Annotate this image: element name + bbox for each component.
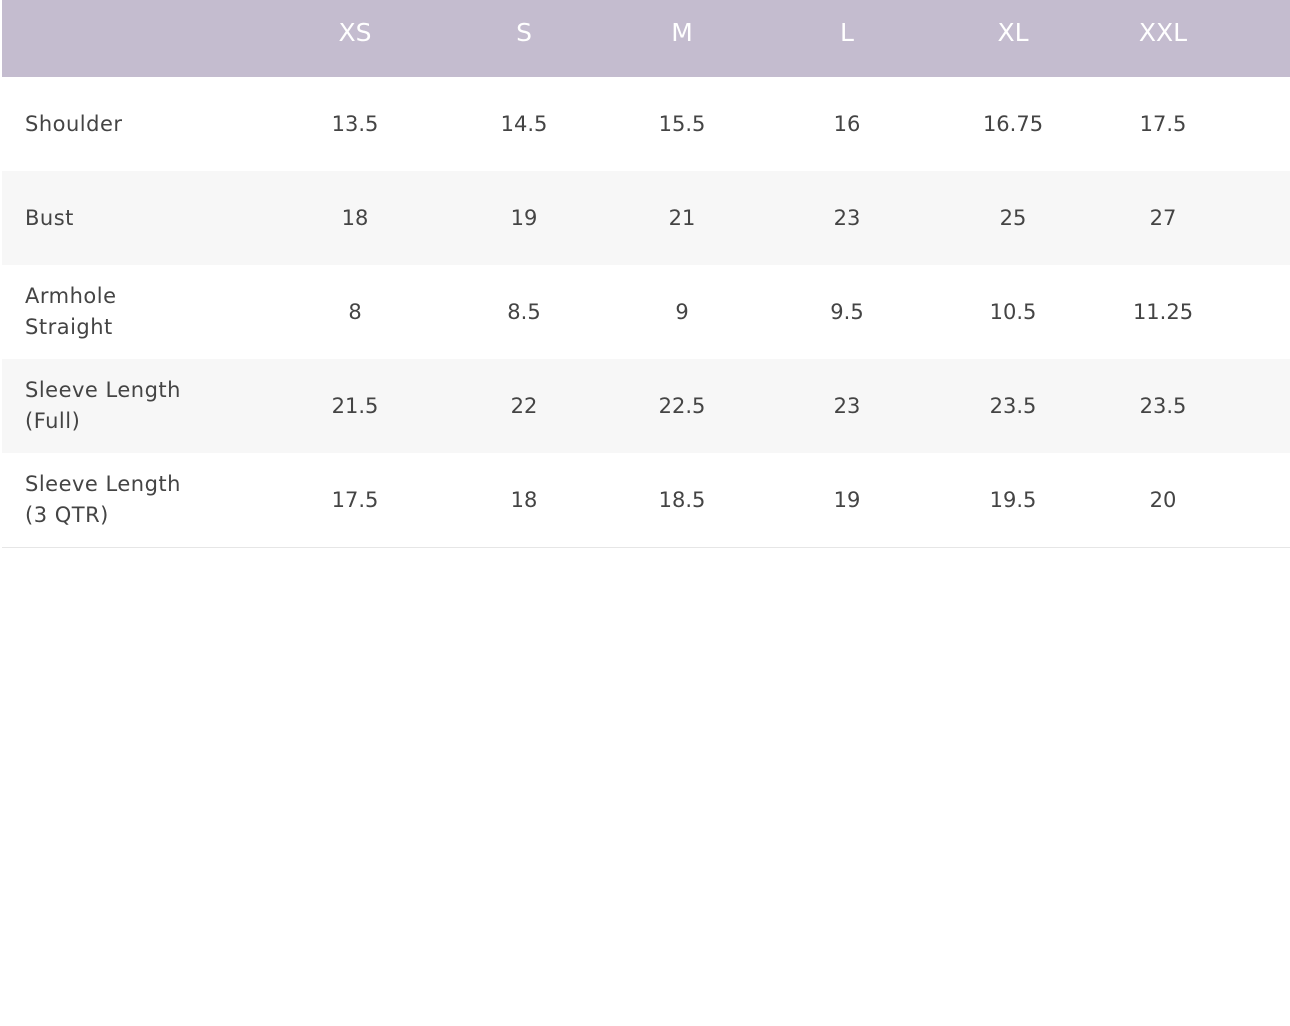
measurement: 13.5 xyxy=(331,112,379,136)
measurement: 21 xyxy=(668,206,696,230)
measurement: 15.5 xyxy=(658,112,706,136)
column-header: XXL xyxy=(1138,18,1188,47)
table-header: XS S M L XL XXL xyxy=(2,0,1290,77)
measurement: 11.25 xyxy=(1132,300,1194,324)
size-chart: XS S M L XL XXL Shoulder 13.5 14.5 15.5 16 16.75 17… xyxy=(2,0,1290,548)
measurement: 8 xyxy=(348,300,362,324)
measurement: 25 xyxy=(999,206,1027,230)
measurement: 19.5 xyxy=(989,488,1037,512)
table-row: Sleeve Length (Full) 21.5 22 22.5 23 23.5 23.5 xyxy=(2,359,1290,453)
measurement: 20 xyxy=(1149,488,1177,512)
measurement: 14.5 xyxy=(500,112,548,136)
column-header: M xyxy=(671,18,693,47)
measurement: 9 xyxy=(675,300,689,324)
measurement: 19 xyxy=(510,206,538,230)
measurement: 21.5 xyxy=(331,394,379,418)
row-label: Shoulder xyxy=(25,111,123,136)
measurement: 17.5 xyxy=(1139,112,1187,136)
column-header: S xyxy=(516,18,532,47)
row-label: Sleeve Length (3 QTR) xyxy=(25,472,181,527)
measurement: 18 xyxy=(510,488,538,512)
measurement: 23.5 xyxy=(989,394,1037,418)
table-row: Armhole Straight 8 8.5 9 9.5 10.5 11.25 xyxy=(2,265,1290,359)
column-header: XL xyxy=(997,18,1029,47)
row-label: Bust xyxy=(25,205,74,230)
measurement: 23 xyxy=(833,394,861,418)
measurement: 23.5 xyxy=(1139,394,1187,418)
measurement: 18.5 xyxy=(658,488,706,512)
table-row: Sleeve Length (3 QTR) 17.5 18 18.5 19 19.5 20 xyxy=(2,453,1290,547)
measurement: 16 xyxy=(833,112,861,136)
table-row: Shoulder 13.5 14.5 15.5 16 16.75 17.5 xyxy=(2,77,1290,171)
measurement: 27 xyxy=(1149,206,1177,230)
row-label: Sleeve Length (Full) xyxy=(25,378,181,433)
measurement: 17.5 xyxy=(331,488,379,512)
measurement: 9.5 xyxy=(830,300,864,324)
column-header: XS xyxy=(338,18,372,47)
measurement: 18 xyxy=(341,206,369,230)
row-label: Armhole Straight xyxy=(25,284,117,339)
measurement: 22.5 xyxy=(658,394,706,418)
measurement: 19 xyxy=(833,488,861,512)
measurement: 16.75 xyxy=(982,112,1044,136)
measurement: 10.5 xyxy=(989,300,1037,324)
measurement: 8.5 xyxy=(507,300,541,324)
table-row: Bust 18 19 21 23 25 27 xyxy=(2,171,1290,265)
measurement: 23 xyxy=(833,206,861,230)
measurement: 22 xyxy=(510,394,538,418)
column-header: L xyxy=(840,18,854,47)
